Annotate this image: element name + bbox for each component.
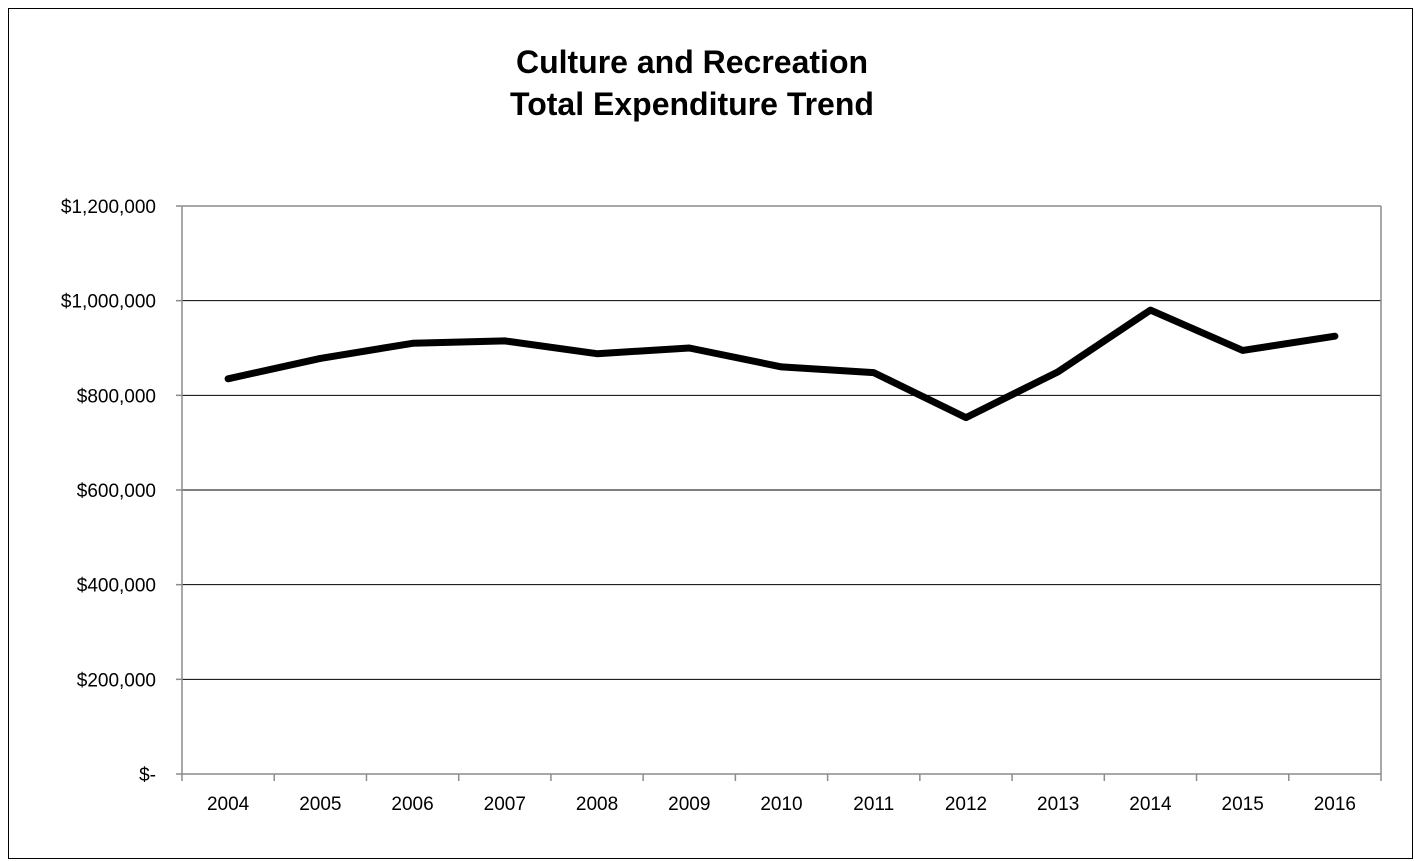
x-tick-label: 2014 <box>1129 794 1172 815</box>
x-tick-label: 2012 <box>945 794 987 815</box>
y-tick-label: $1,200,000 <box>61 197 156 218</box>
plot-area: $- $200,000 $400,000 $600,000 $800,000 $1,000… <box>61 197 1382 815</box>
x-tick-label: 2009 <box>668 794 710 815</box>
x-tick-label: 2010 <box>760 794 802 815</box>
series-line <box>224 306 1339 422</box>
x-tick-label: 2005 <box>299 794 341 815</box>
x-tick-label: 2004 <box>207 794 250 815</box>
y-tick-label: $800,000 <box>77 386 156 407</box>
y-tick-label: $200,000 <box>77 670 156 691</box>
x-tick-label: 2006 <box>391 794 433 815</box>
y-tick-label: $1,000,000 <box>61 292 156 313</box>
x-tick-label: 2015 <box>1222 794 1264 815</box>
x-tick-label: 2013 <box>1037 794 1079 815</box>
chart-frame <box>8 8 1413 859</box>
y-tick-label: $- <box>139 765 156 786</box>
chart-title-line-2: Total Expenditure Trend <box>510 86 874 122</box>
x-tick-label: 2011 <box>853 794 894 815</box>
x-tick-label: 2008 <box>576 794 618 815</box>
y-tick-label: $600,000 <box>77 481 156 502</box>
x-tick-label: 2016 <box>1314 794 1356 815</box>
chart-title-line-1: Culture and Recreation <box>516 44 868 80</box>
x-tick-label: 2007 <box>484 794 526 815</box>
y-tick-label: $400,000 <box>77 576 156 597</box>
